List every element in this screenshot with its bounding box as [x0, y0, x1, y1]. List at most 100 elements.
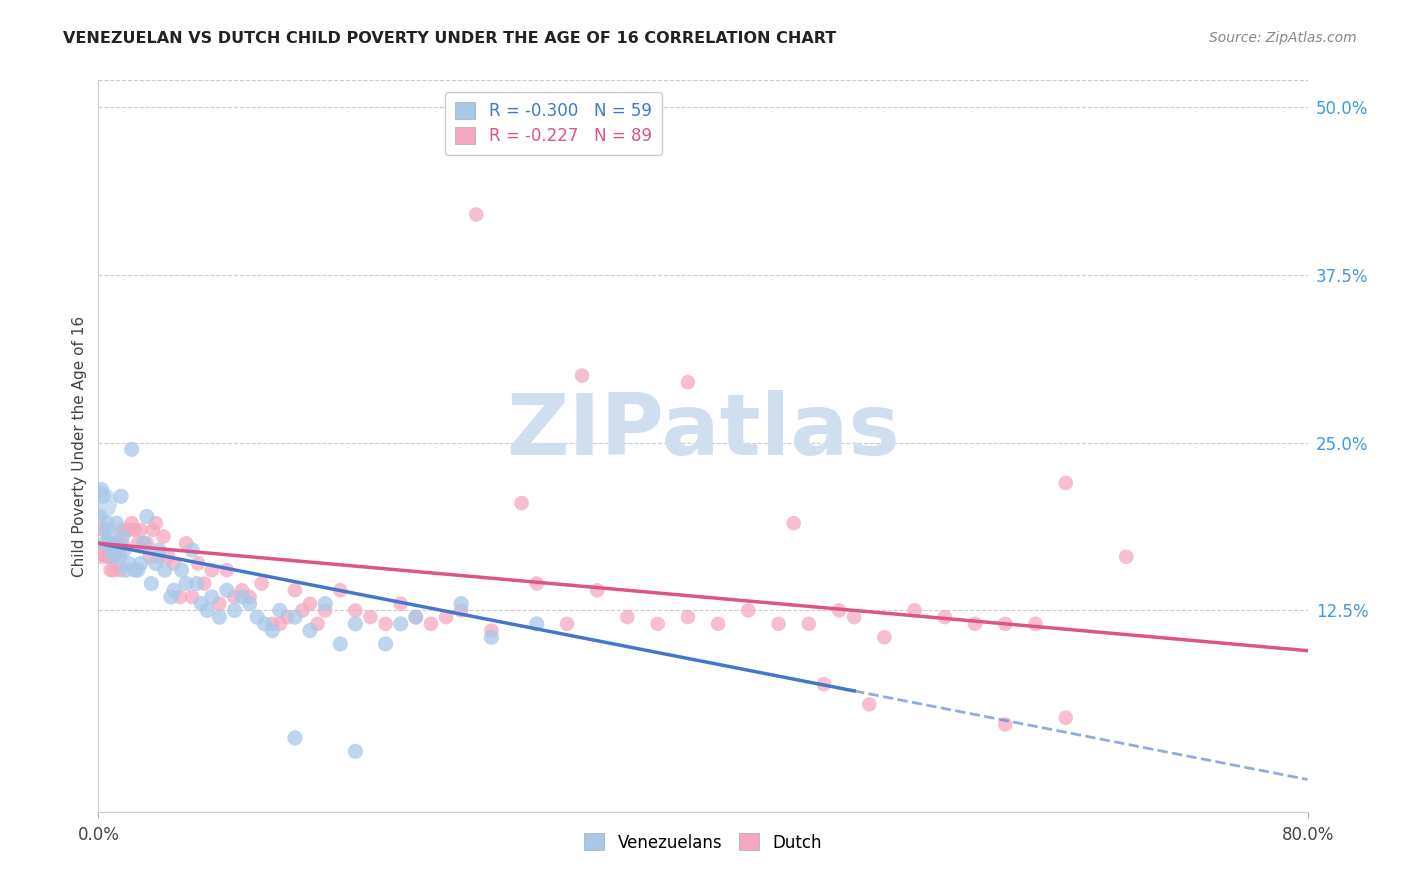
Point: [201, 590, 224, 604]
Point: [1054, 475, 1077, 490]
Point: [148, 543, 170, 558]
Point: [114, 563, 136, 577]
Point: [239, 597, 262, 611]
Point: [89, 509, 111, 524]
Point: [156, 549, 179, 564]
Point: [89, 549, 111, 564]
Point: [215, 563, 238, 577]
Point: [1024, 616, 1046, 631]
Point: [186, 576, 208, 591]
Point: [555, 616, 578, 631]
Point: [284, 731, 307, 745]
Point: [858, 698, 880, 712]
Point: [195, 603, 218, 617]
Point: [174, 536, 197, 550]
Point: [101, 543, 124, 558]
Point: [181, 590, 204, 604]
Point: [145, 516, 167, 531]
Point: [299, 597, 322, 611]
Point: [96, 516, 118, 531]
Point: [142, 523, 165, 537]
Point: [965, 616, 987, 631]
Point: [707, 616, 730, 631]
Point: [676, 376, 699, 390]
Point: [89, 496, 111, 510]
Point: [904, 603, 927, 617]
Point: [239, 590, 262, 604]
Point: [96, 536, 118, 550]
Point: [141, 576, 163, 591]
Point: [135, 536, 157, 550]
Point: [389, 616, 412, 631]
Point: [934, 610, 956, 624]
Point: [103, 549, 125, 564]
Point: [208, 610, 231, 624]
Point: [465, 207, 488, 221]
Text: VENEZUELAN VS DUTCH CHILD POVERTY UNDER THE AGE OF 16 CORRELATION CHART: VENEZUELAN VS DUTCH CHILD POVERTY UNDER …: [63, 31, 837, 46]
Point: [121, 516, 143, 531]
Point: [526, 616, 548, 631]
Point: [873, 630, 896, 644]
Point: [676, 610, 699, 624]
Point: [284, 610, 307, 624]
Point: [374, 616, 396, 631]
Point: [110, 523, 132, 537]
Point: [121, 442, 143, 457]
Point: [586, 583, 609, 598]
Point: [450, 597, 472, 611]
Point: [135, 509, 157, 524]
Point: [224, 603, 246, 617]
Point: [510, 496, 533, 510]
Point: [291, 603, 314, 617]
Point: [329, 583, 352, 598]
Point: [103, 563, 125, 577]
Y-axis label: Child Poverty Under the Age of 16: Child Poverty Under the Age of 16: [72, 316, 87, 576]
Point: [91, 489, 114, 503]
Point: [250, 576, 273, 591]
Point: [104, 543, 127, 558]
Point: [616, 610, 638, 624]
Point: [163, 557, 186, 571]
Point: [571, 368, 593, 383]
Point: [107, 543, 129, 558]
Point: [193, 576, 215, 591]
Point: [269, 603, 291, 617]
Point: [124, 523, 146, 537]
Point: [344, 616, 367, 631]
Point: [170, 563, 193, 577]
Point: [169, 590, 191, 604]
Point: [139, 549, 162, 564]
Point: [174, 576, 197, 591]
Point: [101, 536, 124, 550]
Point: [1115, 549, 1137, 564]
Point: [190, 597, 212, 611]
Point: [152, 530, 174, 544]
Point: [344, 744, 367, 758]
Point: [813, 677, 835, 691]
Point: [450, 603, 472, 617]
Point: [329, 637, 352, 651]
Point: [481, 630, 503, 644]
Point: [110, 489, 132, 503]
Point: [93, 543, 115, 558]
Point: [262, 624, 284, 638]
Legend: Venezuelans, Dutch: Venezuelans, Dutch: [578, 827, 828, 858]
Text: Source: ZipAtlas.com: Source: ZipAtlas.com: [1209, 31, 1357, 45]
Point: [208, 597, 231, 611]
Point: [307, 616, 329, 631]
Point: [231, 590, 253, 604]
Point: [124, 563, 146, 577]
Point: [844, 610, 866, 624]
Point: [828, 603, 851, 617]
Point: [104, 549, 127, 564]
Point: [314, 597, 336, 611]
Point: [98, 549, 121, 564]
Point: [153, 563, 176, 577]
Point: [344, 603, 367, 617]
Point: [114, 523, 136, 537]
Point: [98, 530, 121, 544]
Point: [231, 583, 253, 598]
Point: [129, 557, 152, 571]
Point: [420, 616, 443, 631]
Point: [100, 563, 122, 577]
